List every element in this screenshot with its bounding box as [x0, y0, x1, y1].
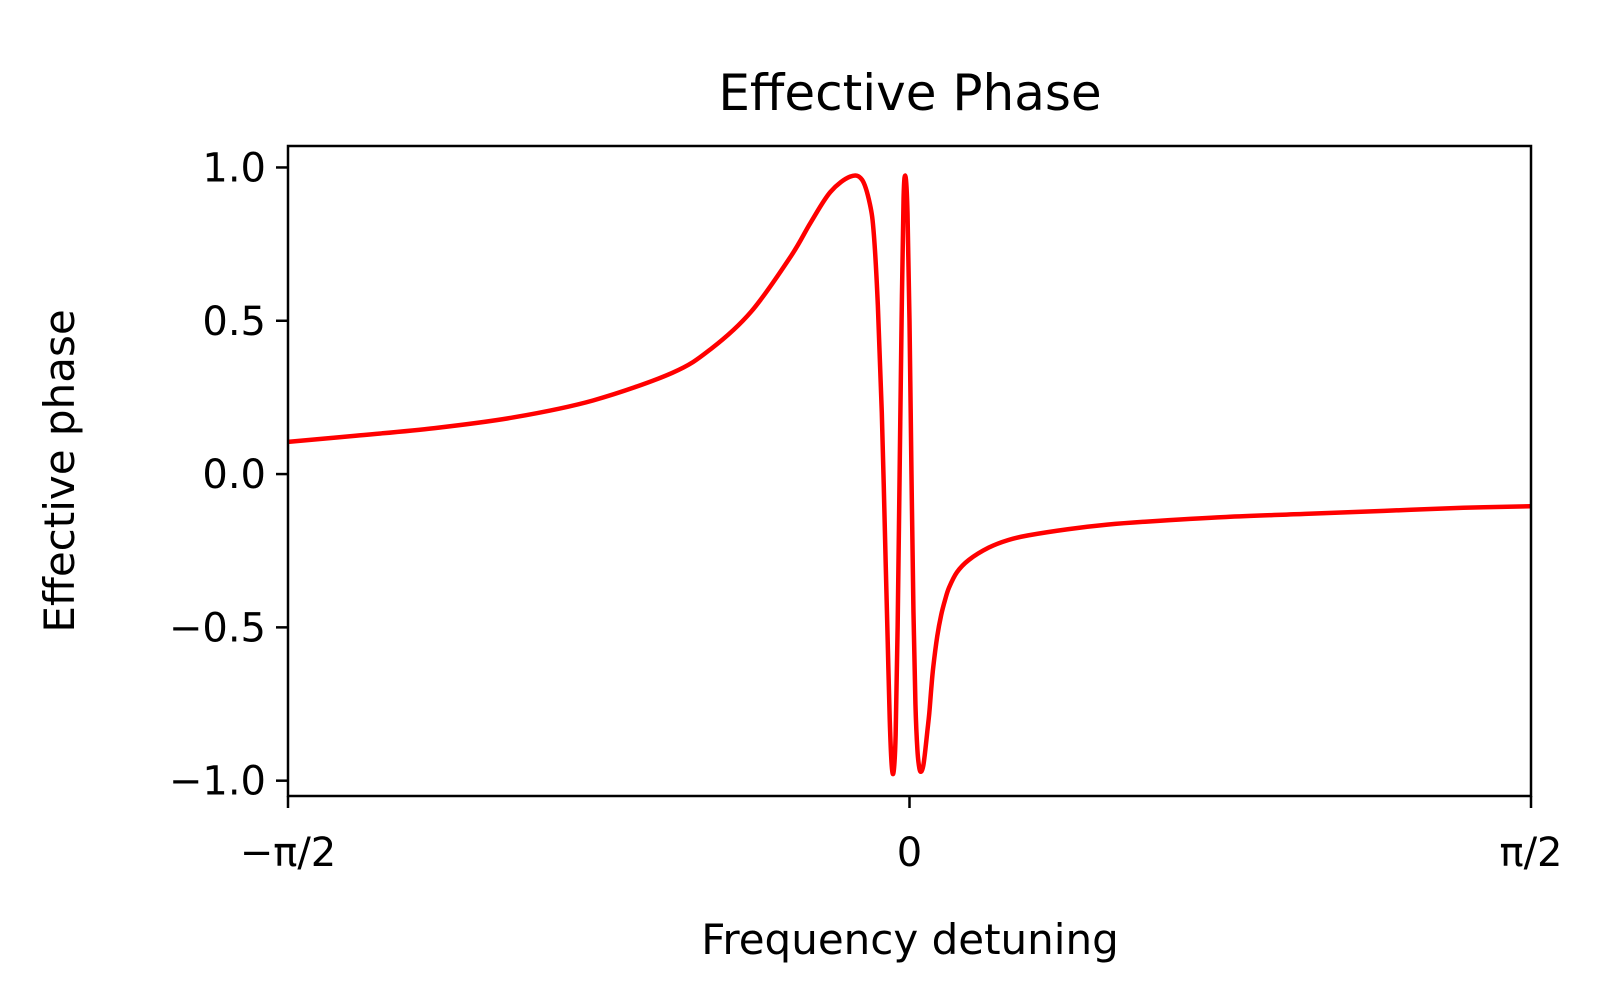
chart-title: Effective Phase — [718, 64, 1101, 122]
y-tick-label: −1.0 — [169, 759, 266, 805]
x-tick-label: 0 — [897, 830, 922, 876]
y-tick-label: 0.0 — [202, 452, 266, 498]
x-axis: −π/2 0 π/2 — [240, 796, 1563, 876]
x-tick-label: π/2 — [1499, 830, 1562, 876]
data-line — [287, 173, 1532, 777]
y-axis: 1.0 0.5 0.0 −0.5 −1.0 — [169, 145, 288, 805]
plot-area — [287, 173, 1532, 777]
y-tick-label: 0.5 — [202, 299, 266, 345]
x-tick-label: −π/2 — [240, 830, 337, 876]
y-axis-label: Effective phase — [35, 309, 84, 632]
y-tick-label: 1.0 — [202, 145, 266, 191]
x-axis-label: Frequency detuning — [701, 915, 1118, 964]
y-tick-label: −0.5 — [169, 605, 266, 651]
